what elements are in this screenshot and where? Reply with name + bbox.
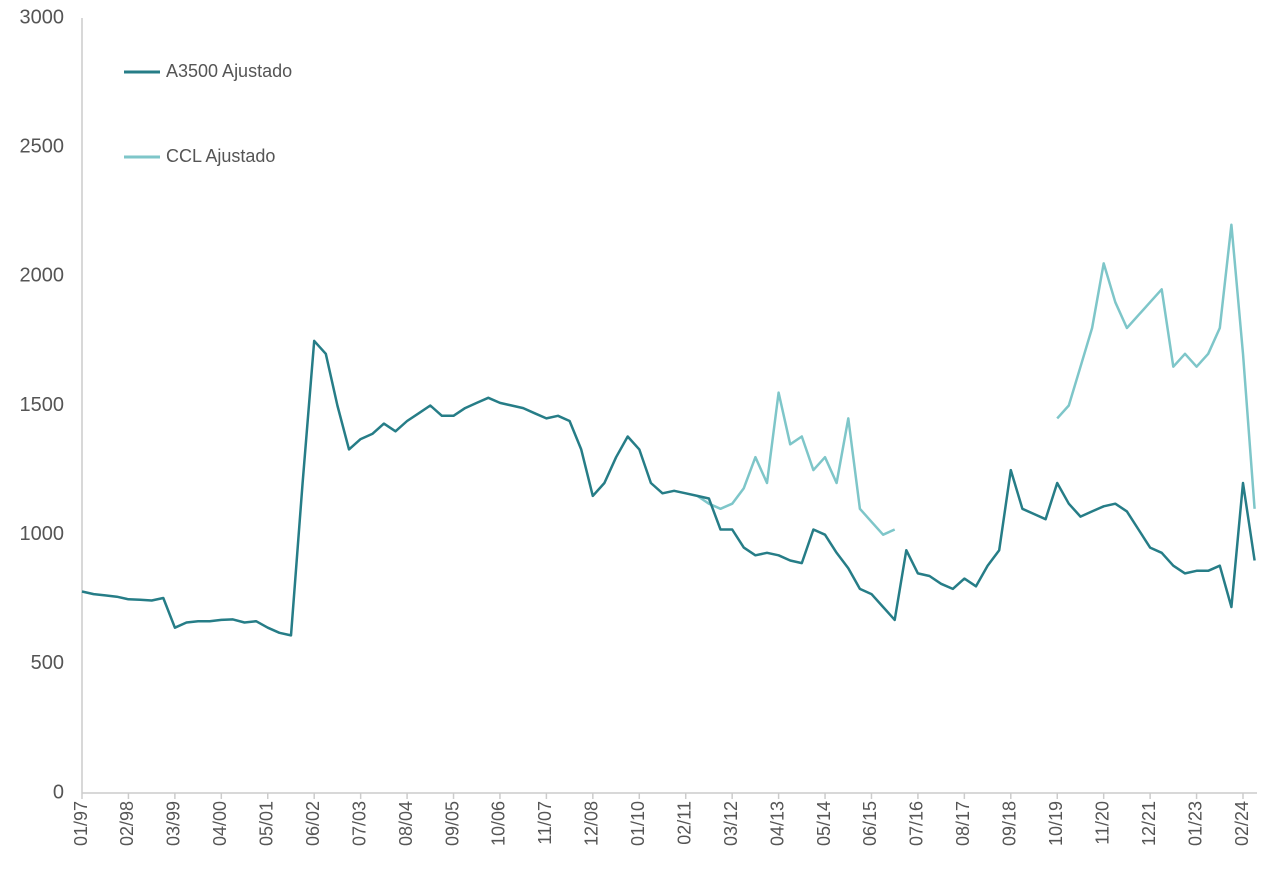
- x-tick-label: 09/18: [1000, 801, 1020, 846]
- x-tick-label: 02/98: [117, 801, 137, 846]
- x-tick-label: 02/24: [1232, 801, 1252, 846]
- x-tick-label: 05/01: [257, 801, 277, 846]
- x-tick-label: 07/16: [907, 801, 927, 846]
- x-tick-label: 12/21: [1139, 801, 1159, 846]
- x-tick-label: 08/17: [953, 801, 973, 846]
- legend-label: A3500 Ajustado: [166, 61, 292, 81]
- x-tick-label: 03/12: [721, 801, 741, 846]
- x-tick-label: 05/14: [814, 801, 834, 846]
- x-tick-label: 11/20: [1092, 801, 1112, 845]
- x-tick-label: 11/07: [535, 801, 555, 845]
- y-tick-label: 2500: [20, 135, 65, 157]
- x-tick-label: 07/03: [349, 801, 369, 846]
- x-tick-label: 01/10: [628, 801, 648, 846]
- y-tick-label: 1000: [20, 523, 65, 545]
- y-tick-label: 2000: [20, 265, 65, 287]
- y-tick-label: 3000: [20, 6, 65, 28]
- y-tick-label: 1500: [20, 394, 65, 416]
- x-tick-label: 10/19: [1046, 801, 1066, 846]
- x-tick-label: 10/06: [489, 801, 509, 846]
- series-line: [696, 223, 1256, 536]
- x-tick-label: 01/23: [1185, 801, 1205, 846]
- x-tick-label: 03/99: [164, 801, 184, 846]
- x-tick-label: 02/11: [674, 801, 694, 845]
- x-tick-label: 06/15: [860, 801, 880, 846]
- y-tick-label: 500: [31, 652, 64, 674]
- y-tick-label: 0: [53, 781, 64, 803]
- series-line: [81, 339, 1256, 637]
- x-tick-label: 04/13: [767, 801, 787, 846]
- x-tick-label: 08/04: [396, 801, 416, 846]
- x-tick-label: 12/08: [582, 801, 602, 846]
- legend-label: CCL Ajustado: [166, 146, 275, 166]
- x-tick-label: 04/00: [210, 801, 230, 846]
- x-tick-label: 09/05: [442, 801, 462, 846]
- x-tick-label: 06/02: [303, 801, 323, 846]
- x-tick-label: 01/97: [71, 801, 91, 846]
